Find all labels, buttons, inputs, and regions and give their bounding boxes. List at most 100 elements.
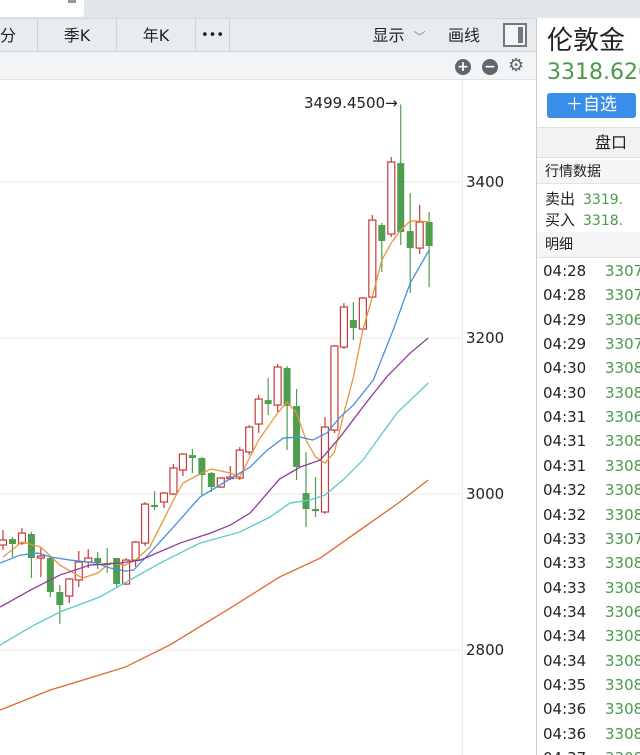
list-item: 04:32 3308 bbox=[543, 478, 640, 502]
y-tick-label: 3000 bbox=[466, 485, 505, 503]
candle-down bbox=[349, 320, 357, 329]
moving-average-ma5 bbox=[2, 220, 430, 579]
candlestick-chart[interactable] bbox=[0, 80, 536, 755]
tick-time: 04:31 bbox=[543, 432, 587, 451]
candle-down bbox=[406, 231, 414, 249]
axis-divider bbox=[462, 80, 463, 755]
tick-time: 04:30 bbox=[543, 359, 587, 378]
buy-label: 买入 bbox=[545, 211, 576, 229]
candle-up bbox=[245, 426, 254, 453]
candle-up bbox=[159, 492, 169, 503]
tick-time: 04:36 bbox=[543, 700, 587, 719]
moving-average-ma30 bbox=[0, 382, 429, 646]
candle-up bbox=[358, 297, 367, 330]
y-tick-label: 2800 bbox=[466, 641, 505, 659]
tick-time: 04:36 bbox=[543, 724, 587, 743]
tick-price: 3308 bbox=[605, 578, 640, 597]
candle-up bbox=[140, 503, 150, 544]
quote-section-header: 行情数据 bbox=[537, 160, 640, 184]
tick-time: 04:34 bbox=[543, 602, 587, 621]
tab-order-book[interactable]: 盘口 bbox=[537, 127, 640, 158]
sell-label: 卖出 bbox=[545, 190, 576, 208]
candle-up bbox=[387, 161, 396, 235]
sell-row: 卖出 3319. bbox=[545, 188, 623, 209]
candle-down bbox=[425, 222, 433, 247]
tick-price: 3307 bbox=[605, 335, 640, 354]
candle-up bbox=[254, 398, 263, 425]
tick-price: 3307 bbox=[605, 262, 640, 280]
tick-price: 3308 bbox=[605, 359, 640, 378]
list-item: 04:33 3308 bbox=[543, 551, 640, 575]
candle-up bbox=[36, 555, 45, 559]
gear-icon[interactable]: ⚙ bbox=[508, 55, 525, 76]
instrument-title: 伦敦金 bbox=[547, 26, 626, 56]
list-item: 04:36 3308 bbox=[543, 722, 640, 746]
tab-quarter-k[interactable]: 季K bbox=[38, 19, 117, 52]
moving-average-ma60 bbox=[0, 479, 429, 711]
tick-time: 04:32 bbox=[543, 505, 587, 524]
zoom-in-icon[interactable]: + bbox=[455, 59, 471, 75]
candle-down bbox=[293, 406, 301, 468]
last-price: 3318.620 bbox=[547, 60, 640, 85]
add-watchlist-button[interactable]: ＋自选 bbox=[547, 93, 636, 118]
display-label: 显示 bbox=[372, 26, 405, 45]
tab-handle-icon bbox=[68, 0, 76, 3]
tick-price: 3308 bbox=[605, 700, 640, 719]
candle-down bbox=[283, 368, 291, 407]
tick-time: 04:35 bbox=[543, 675, 587, 694]
tick-time: 04:32 bbox=[543, 481, 587, 500]
tick-time: 04:33 bbox=[543, 578, 587, 597]
zoom-out-icon[interactable]: − bbox=[482, 59, 498, 75]
candle-down bbox=[94, 558, 102, 564]
tick-price: 3308 bbox=[605, 651, 640, 670]
list-item: 04:35 3308 bbox=[543, 673, 640, 697]
tick-price: 3306 bbox=[605, 408, 640, 427]
tick-time: 04:31 bbox=[543, 456, 587, 475]
list-item: 04:31 3306 bbox=[543, 405, 640, 429]
window-tab-strip bbox=[0, 0, 640, 18]
tick-time: 04:31 bbox=[543, 408, 587, 427]
list-item: 04:34 3306 bbox=[543, 600, 640, 624]
tab-year-k[interactable]: 年K bbox=[117, 19, 196, 52]
display-dropdown[interactable]: 显示 ﹀ bbox=[366, 19, 432, 52]
draw-line-button[interactable]: 画线 bbox=[447, 26, 480, 45]
chart-controls: + − ⚙ bbox=[0, 52, 536, 80]
candle-down bbox=[113, 558, 121, 585]
tick-price: 3308 bbox=[605, 505, 640, 524]
list-item: 04:29 3307 bbox=[543, 332, 640, 356]
tick-price: 3308 bbox=[605, 675, 640, 694]
candle-down bbox=[151, 504, 159, 508]
candle-up bbox=[65, 578, 74, 597]
moving-average-ma10 bbox=[0, 249, 430, 572]
chart-toolbar: 分 季K 年K ••• 显示 ﹀ 画线 bbox=[0, 18, 536, 52]
tick-time: 04:29 bbox=[543, 310, 587, 329]
tick-price: 3308 bbox=[605, 554, 640, 573]
list-item: 04:31 3308 bbox=[543, 454, 640, 478]
list-item: 04:34 3308 bbox=[543, 649, 640, 673]
y-tick-label: 3200 bbox=[466, 329, 505, 347]
list-item: 04:31 3308 bbox=[543, 429, 640, 453]
detail-section-header: 明细 bbox=[537, 232, 640, 258]
candle-up bbox=[0, 539, 8, 546]
tab-minute[interactable]: 分 bbox=[0, 19, 38, 52]
candle-up bbox=[415, 221, 424, 249]
list-item: 04:28 3307 bbox=[543, 259, 640, 283]
window-tab[interactable] bbox=[0, 0, 84, 17]
buy-row: 买入 3318. bbox=[545, 209, 623, 230]
candle-down bbox=[188, 455, 196, 459]
candle-down bbox=[378, 225, 386, 242]
tick-time: 04:34 bbox=[543, 651, 587, 670]
candle-up bbox=[235, 449, 244, 479]
list-item: 04:33 3307 bbox=[543, 527, 640, 551]
panel-toggle-icon[interactable] bbox=[503, 23, 527, 47]
candle-up bbox=[17, 532, 27, 544]
list-item: 04:30 3308 bbox=[543, 356, 640, 380]
tick-time: 04:34 bbox=[543, 627, 587, 646]
tick-time: 04:28 bbox=[543, 262, 587, 280]
candle-down bbox=[397, 163, 405, 232]
tick-time: 04:28 bbox=[543, 286, 587, 305]
more-button[interactable]: ••• bbox=[196, 19, 230, 52]
tick-price: 3308 bbox=[605, 383, 640, 402]
tick-time: 04:29 bbox=[543, 335, 587, 354]
candle-up bbox=[74, 561, 83, 581]
